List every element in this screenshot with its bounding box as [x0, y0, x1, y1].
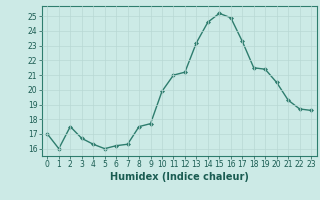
X-axis label: Humidex (Indice chaleur): Humidex (Indice chaleur) [110, 172, 249, 182]
